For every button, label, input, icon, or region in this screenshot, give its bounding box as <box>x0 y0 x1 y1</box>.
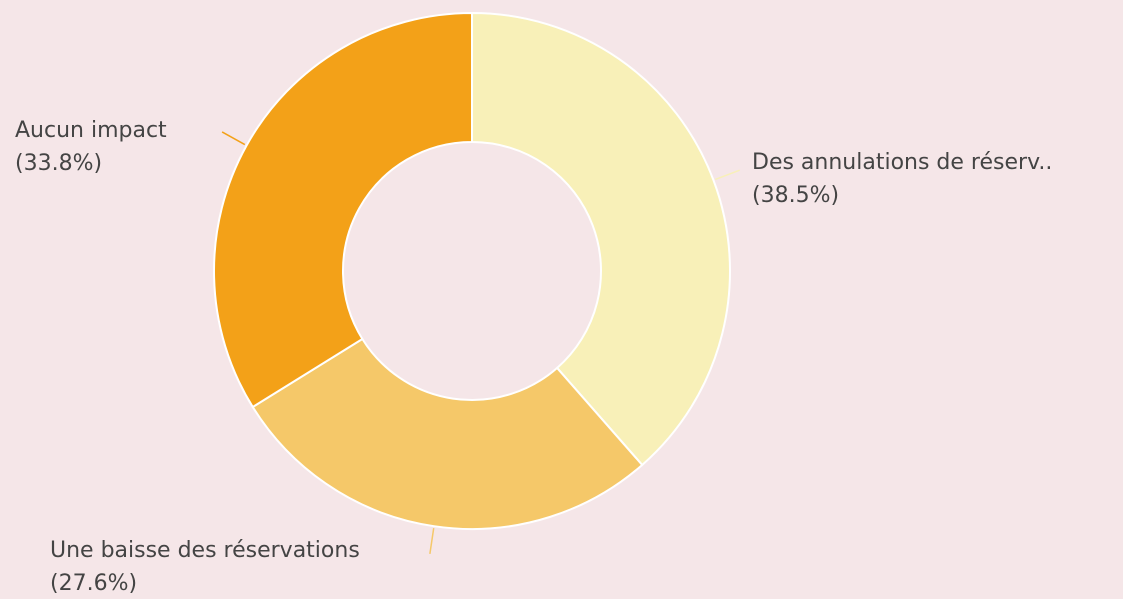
leader-line <box>429 528 435 554</box>
slice-value-label: (33.8%) <box>15 151 102 176</box>
slice-label: Des annulations de réserv.. <box>752 150 1052 175</box>
donut-slice <box>251 337 644 530</box>
leader-line <box>715 169 740 181</box>
slice-label: Aucun impact <box>15 118 167 143</box>
donut-slice <box>213 11 473 409</box>
leader-line <box>221 131 246 146</box>
slice-value-label: (38.5%) <box>752 183 839 208</box>
slice-label: Une baisse des réservations <box>50 538 360 563</box>
slice-value-label: (27.6%) <box>50 571 137 596</box>
donut-slice <box>471 11 731 467</box>
